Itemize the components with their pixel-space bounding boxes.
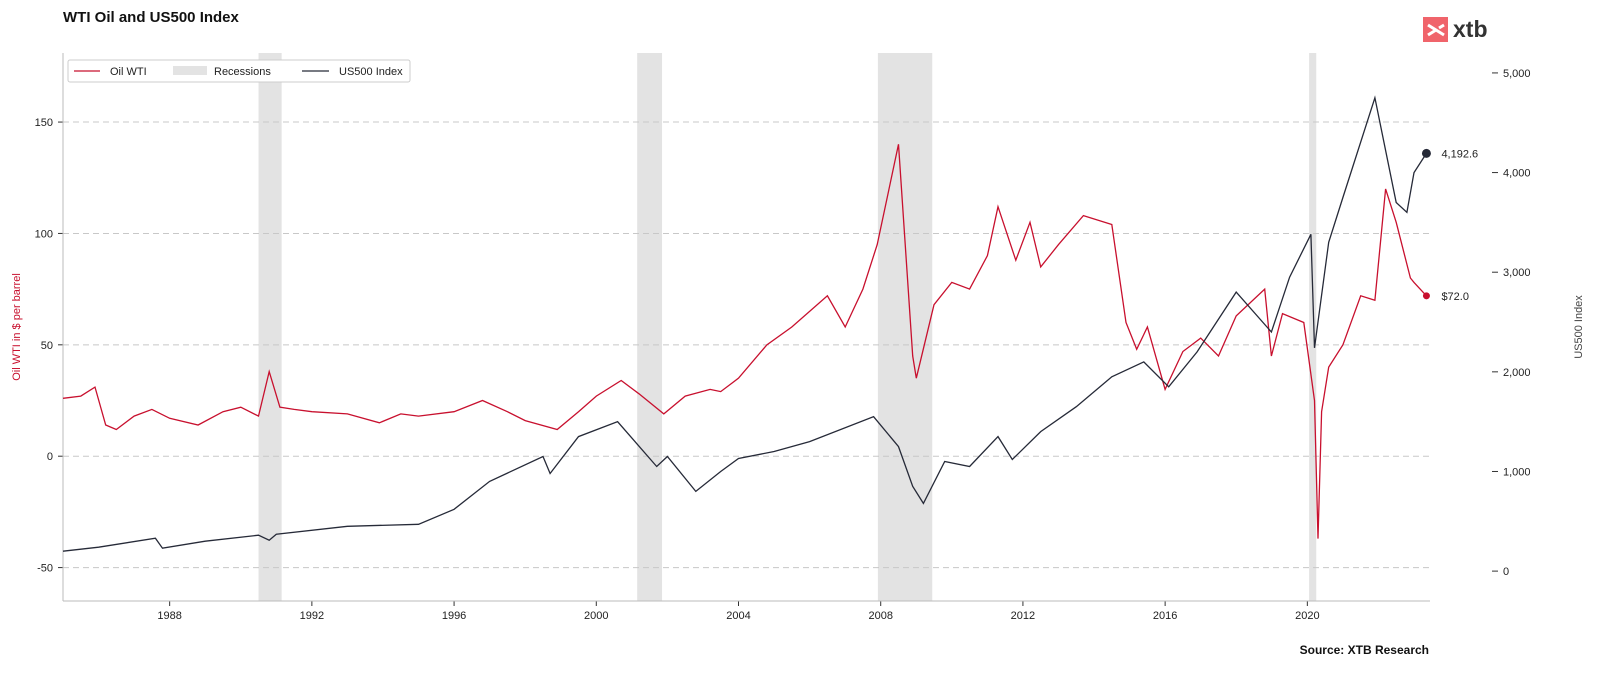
legend-oil-label: Oil WTI	[110, 66, 147, 78]
us500-end-marker	[1421, 148, 1431, 158]
us500-line	[62, 95, 1427, 552]
x-tick-label: 2012	[1011, 610, 1035, 622]
recession-band	[258, 53, 282, 601]
x-tick-label: 2004	[726, 610, 750, 622]
y-right-tick-label: 1,000	[1503, 466, 1531, 478]
x-tick-label: 2008	[868, 610, 892, 622]
y-left-tick-label: -50	[37, 563, 53, 575]
oil-wti-end-marker	[1422, 292, 1430, 300]
legend-recession-swatch	[173, 66, 207, 75]
x-tick-label: 1992	[300, 610, 324, 622]
oil-wti-line	[62, 144, 1427, 539]
chart-title: WTI Oil and US500 Index	[63, 9, 239, 26]
x-tick-label: 1996	[442, 610, 466, 622]
y-right-tick-label: 5,000	[1503, 68, 1531, 80]
us500-end-label: 4,192.6	[1441, 148, 1478, 160]
recession-band	[637, 53, 663, 601]
x-tick-label: 2020	[1295, 610, 1319, 622]
recession-band	[877, 53, 933, 601]
xtb-logo-text: xtb	[1453, 16, 1488, 42]
y-right-axis-label: US500 Index	[1573, 295, 1585, 359]
y-right-tick-label: 3,000	[1503, 267, 1531, 279]
xtb-logo: xtb	[1423, 17, 1488, 42]
x-tick-label: 2016	[1153, 610, 1177, 622]
y-left-tick-label: 0	[47, 451, 53, 463]
x-tick-label: 2000	[584, 610, 608, 622]
recession-band	[1309, 53, 1317, 601]
y-left-tick-label: 150	[35, 117, 53, 129]
y-right-tick-label: 4,000	[1503, 168, 1531, 180]
y-right-tick-label: 2,000	[1503, 367, 1531, 379]
source-note: Source: XTB Research	[1299, 643, 1429, 657]
legend-recession-label: Recessions	[214, 66, 271, 78]
legend-box	[67, 59, 411, 83]
legend-us500-label: US500 Index	[339, 66, 403, 78]
y-left-axis-label: Oil WTI in $ per barrel	[11, 273, 23, 381]
oil-wti-end-label: $72.0	[1441, 291, 1469, 303]
y-right-tick-label: 0	[1503, 566, 1509, 578]
y-left-tick-label: 100	[35, 228, 53, 240]
xtb-logo-mark-icon	[1423, 17, 1448, 42]
y-left-tick-label: 50	[41, 340, 53, 352]
x-tick-label: 1988	[157, 610, 181, 622]
